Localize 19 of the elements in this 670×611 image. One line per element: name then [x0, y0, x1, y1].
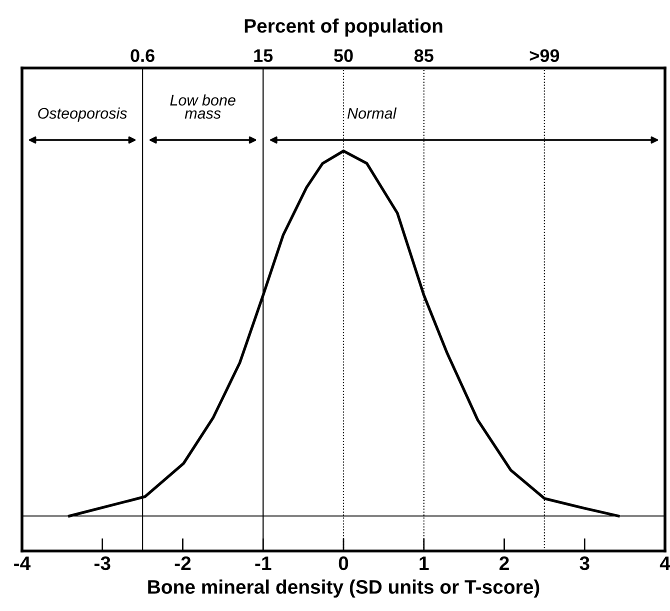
- x-tick-label: -2: [174, 556, 191, 570]
- text: 85: [414, 49, 434, 62]
- x2-axis-title: Percent of population: [244, 18, 442, 37]
- text: 50: [334, 49, 353, 62]
- text: >99: [530, 49, 560, 62]
- x-tick-label: 3: [580, 556, 590, 570]
- x-tick-label: 2: [500, 556, 509, 570]
- x-tick-label: 4: [660, 556, 670, 570]
- text: Low bone mass: [170, 94, 236, 119]
- text: Osteoporosis: [38, 108, 127, 122]
- x-tick-label: -4: [14, 556, 31, 570]
- x-axis-title: Bone mineral density (SD units or T-score): [148, 580, 540, 598]
- text: 15: [254, 49, 273, 62]
- x-tick-label: -1: [255, 556, 272, 570]
- text: 0.6: [130, 49, 154, 62]
- x-tick-label: 0: [338, 556, 348, 570]
- text: Normal: [347, 108, 397, 119]
- x-tick-label: 1: [420, 556, 429, 570]
- x-tick-label: -3: [94, 556, 110, 570]
